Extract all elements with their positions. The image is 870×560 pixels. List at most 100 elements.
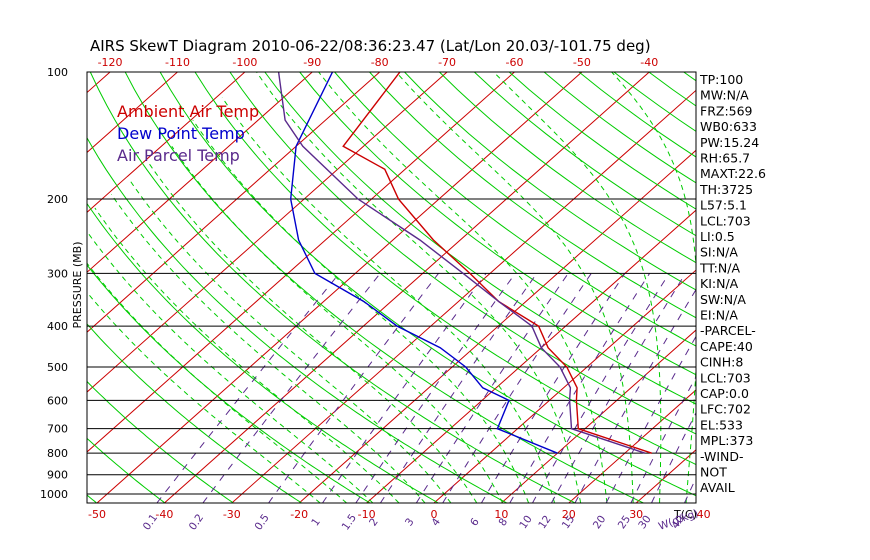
pressure-tick: 300 xyxy=(47,267,68,280)
dry-adiabat-line xyxy=(229,72,696,435)
mixing-ratio-line xyxy=(268,273,439,503)
stat-line: MAXT:22.6 xyxy=(700,166,766,181)
dry-adiabat-line xyxy=(648,72,696,107)
moist-adiabat-line xyxy=(87,230,374,503)
top-temp-tick: -110 xyxy=(165,56,190,69)
isotherm-line xyxy=(87,72,448,393)
stat-line: SI:N/A xyxy=(700,245,738,260)
pressure-tick: 1000 xyxy=(40,488,68,501)
mixing-ratio-tick: 6 xyxy=(468,516,482,529)
stat-line: RH:65.7 xyxy=(700,151,750,166)
dry-adiabat-line xyxy=(87,202,439,503)
bottom-temp-tick: 10 xyxy=(494,508,508,521)
series-line-3 xyxy=(277,72,646,454)
isotherm-line xyxy=(87,72,111,94)
moist-adiabat-line xyxy=(221,97,556,503)
top-temp-tick: -50 xyxy=(573,56,591,69)
dry-adiabat-line xyxy=(124,72,644,503)
stat-line: CINH:8 xyxy=(700,355,743,370)
moist-adiabat-line xyxy=(318,72,608,503)
dry-adiabat-line xyxy=(369,72,696,319)
pressure-tick: 600 xyxy=(47,394,68,407)
stat-line: -WIND- xyxy=(700,449,744,464)
dry-adiabat-line xyxy=(87,323,302,503)
series-line-1 xyxy=(342,72,653,454)
isotherm-line xyxy=(501,329,696,503)
dry-adiabat-line xyxy=(334,72,696,347)
bottom-temp-tick: 30 xyxy=(629,508,643,521)
moist-adiabat-line xyxy=(256,72,582,503)
stat-line: -PARCEL- xyxy=(700,323,756,338)
stat-line: PW:15.24 xyxy=(700,135,759,150)
temp-unit-label: T(C) xyxy=(673,508,697,521)
stat-line: KI:N/A xyxy=(700,276,739,291)
dry-adiabat-line xyxy=(264,72,696,405)
legend-entry: Dew Point Temp xyxy=(117,124,245,143)
dry-adiabat-line xyxy=(404,72,696,291)
moist-adiabat-line xyxy=(611,72,696,503)
bottom-temp-tick: -10 xyxy=(358,508,376,521)
mixing-ratio-line xyxy=(630,375,696,503)
stat-line: NOT xyxy=(700,465,727,480)
stat-line: AVAIL xyxy=(700,480,735,495)
stat-line: L57:5.1 xyxy=(700,198,747,213)
dry-adiabat-line xyxy=(194,72,696,466)
sounding-series xyxy=(277,72,653,454)
dry-adiabat-line xyxy=(87,437,166,503)
pressure-tick: 900 xyxy=(47,469,68,482)
stat-line: TT:N/A xyxy=(699,260,740,275)
stat-line: TH:3725 xyxy=(699,182,753,197)
isotherm-line xyxy=(87,72,246,214)
bottom-temp-tick: 20 xyxy=(562,508,576,521)
legend-entry: Ambient Air Temp xyxy=(117,102,259,121)
stat-line: SW:N/A xyxy=(700,292,746,307)
dry-adiabat-line xyxy=(87,380,234,503)
bottom-temp-tick: -20 xyxy=(290,508,308,521)
mixing-ratio-line xyxy=(322,273,487,503)
isotherm-line xyxy=(433,269,696,503)
stat-line: MPL:373 xyxy=(700,433,753,448)
dry-adiabat-line xyxy=(473,72,696,237)
mixing-ratio-line xyxy=(651,411,696,503)
stat-line: LFC:702 xyxy=(700,402,751,417)
stat-line: LCL:703 xyxy=(700,370,751,385)
isotherm-line xyxy=(838,72,870,503)
pressure-tick: 400 xyxy=(47,320,68,333)
pressure-tick: 800 xyxy=(47,447,68,460)
background-grid xyxy=(0,72,870,503)
legend: Ambient Air Temp Dew Point Temp Air Parcel… xyxy=(117,102,259,165)
series-line-2 xyxy=(289,72,558,454)
moist-adiabat-line xyxy=(493,72,662,503)
isotherm-line xyxy=(87,72,515,453)
pressure-tick: 700 xyxy=(47,423,68,436)
bottom-temp-tick: 40 xyxy=(697,508,711,521)
chart-title: AIRS SkewT Diagram 2010-06-22/08:36:23.4… xyxy=(90,37,651,55)
dry-adiabat-line xyxy=(0,72,28,503)
top-temp-tick: -40 xyxy=(640,56,658,69)
stat-line: TP:100 xyxy=(699,72,743,87)
plot-frame xyxy=(86,71,697,504)
mixing-ratio-line xyxy=(379,273,538,503)
moist-adiabat-line xyxy=(87,262,347,503)
stat-line: LCL:703 xyxy=(700,213,751,228)
bottom-temp-tick: -40 xyxy=(155,508,173,521)
moist-adiabat-line xyxy=(128,179,452,503)
stat-line: LI:0.5 xyxy=(700,229,735,244)
isotherm-line xyxy=(87,72,313,273)
isotherm-line xyxy=(231,89,696,503)
mixing-ratio-line xyxy=(156,273,340,503)
stat-line: WB0:633 xyxy=(700,119,757,134)
isotherm-line xyxy=(298,149,696,503)
moist-adiabat-line xyxy=(110,194,426,503)
stat-line: EL:533 xyxy=(700,417,743,432)
mixing-ratio-tick: 3 xyxy=(403,516,417,528)
dry-adiabat-line xyxy=(754,72,870,503)
isotherm-line xyxy=(366,209,696,503)
isotherm-line xyxy=(164,72,650,503)
moist-adiabat-line xyxy=(94,207,400,503)
stats-panel: TP:100MW:N/AFRZ:569WB0:633PW:15.24RH:65.… xyxy=(699,72,766,495)
top-temp-tick: -60 xyxy=(505,56,523,69)
mixing-ratio-line xyxy=(202,273,381,503)
mixing-ratio-tick: 10 xyxy=(517,513,535,531)
dry-adiabat-line xyxy=(439,72,696,264)
